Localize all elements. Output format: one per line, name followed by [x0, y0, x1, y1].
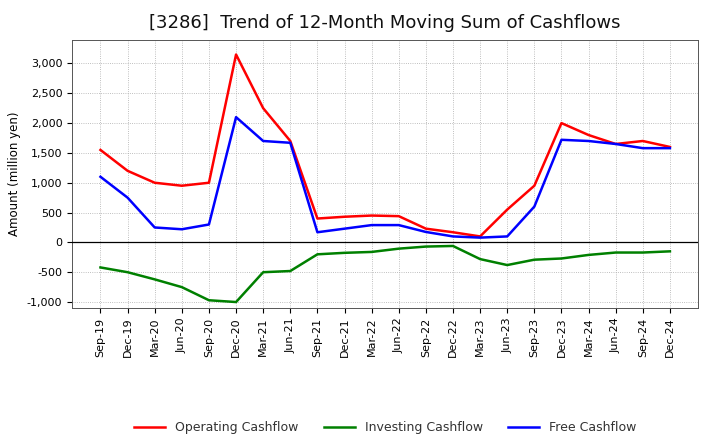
Investing Cashflow	[313, 252, 322, 257]
Investing Cashflow	[557, 256, 566, 261]
Operating Cashflow	[96, 147, 105, 153]
Free Cashflow	[367, 223, 376, 228]
Free Cashflow	[421, 229, 430, 235]
Free Cashflow	[449, 234, 457, 239]
Investing Cashflow	[611, 250, 620, 255]
Investing Cashflow	[96, 265, 105, 270]
Operating Cashflow	[341, 214, 349, 220]
Title: [3286]  Trend of 12-Month Moving Sum of Cashflows: [3286] Trend of 12-Month Moving Sum of C…	[150, 15, 621, 33]
Investing Cashflow	[665, 249, 674, 254]
Free Cashflow	[639, 146, 647, 151]
Free Cashflow	[611, 141, 620, 147]
Free Cashflow	[178, 227, 186, 232]
Investing Cashflow	[150, 277, 159, 282]
Free Cashflow	[150, 225, 159, 230]
Investing Cashflow	[232, 299, 240, 304]
Y-axis label: Amount (million yen): Amount (million yen)	[8, 112, 21, 236]
Operating Cashflow	[123, 168, 132, 173]
Investing Cashflow	[584, 252, 593, 257]
Operating Cashflow	[639, 138, 647, 143]
Investing Cashflow	[421, 244, 430, 249]
Investing Cashflow	[639, 250, 647, 255]
Investing Cashflow	[259, 270, 268, 275]
Free Cashflow	[96, 174, 105, 180]
Investing Cashflow	[341, 250, 349, 256]
Operating Cashflow	[584, 132, 593, 138]
Free Cashflow	[313, 230, 322, 235]
Operating Cashflow	[449, 230, 457, 235]
Line: Operating Cashflow: Operating Cashflow	[101, 55, 670, 236]
Operating Cashflow	[150, 180, 159, 185]
Operating Cashflow	[204, 180, 213, 185]
Operating Cashflow	[476, 234, 485, 239]
Operating Cashflow	[503, 207, 511, 212]
Free Cashflow	[286, 140, 294, 146]
Operating Cashflow	[557, 121, 566, 126]
Investing Cashflow	[286, 268, 294, 274]
Legend: Operating Cashflow, Investing Cashflow, Free Cashflow: Operating Cashflow, Investing Cashflow, …	[129, 416, 642, 439]
Investing Cashflow	[367, 249, 376, 255]
Investing Cashflow	[476, 257, 485, 262]
Free Cashflow	[557, 137, 566, 143]
Operating Cashflow	[313, 216, 322, 221]
Operating Cashflow	[286, 138, 294, 143]
Line: Investing Cashflow: Investing Cashflow	[101, 246, 670, 302]
Operating Cashflow	[421, 226, 430, 231]
Investing Cashflow	[503, 262, 511, 268]
Operating Cashflow	[367, 213, 376, 218]
Free Cashflow	[204, 222, 213, 227]
Investing Cashflow	[449, 243, 457, 249]
Free Cashflow	[503, 234, 511, 239]
Free Cashflow	[123, 195, 132, 200]
Free Cashflow	[476, 235, 485, 240]
Operating Cashflow	[395, 213, 403, 219]
Operating Cashflow	[232, 52, 240, 57]
Free Cashflow	[341, 226, 349, 231]
Investing Cashflow	[204, 297, 213, 303]
Operating Cashflow	[178, 183, 186, 188]
Free Cashflow	[584, 138, 593, 143]
Free Cashflow	[232, 114, 240, 120]
Free Cashflow	[665, 146, 674, 151]
Investing Cashflow	[178, 285, 186, 290]
Free Cashflow	[530, 204, 539, 209]
Investing Cashflow	[395, 246, 403, 251]
Investing Cashflow	[123, 270, 132, 275]
Free Cashflow	[259, 138, 268, 143]
Investing Cashflow	[530, 257, 539, 262]
Free Cashflow	[395, 223, 403, 228]
Operating Cashflow	[530, 183, 539, 188]
Operating Cashflow	[665, 144, 674, 150]
Operating Cashflow	[259, 106, 268, 111]
Line: Free Cashflow: Free Cashflow	[101, 117, 670, 238]
Operating Cashflow	[611, 141, 620, 147]
